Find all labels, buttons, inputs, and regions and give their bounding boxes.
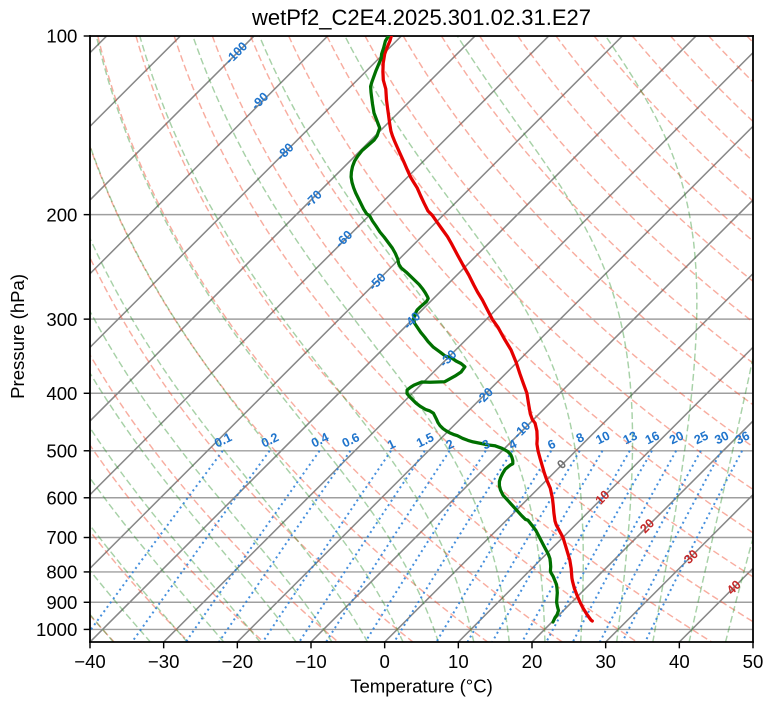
- svg-text:200: 200: [46, 204, 77, 225]
- svg-text:20: 20: [522, 651, 543, 672]
- svg-text:wetPf2_C2E4.2025.301.02.31.E27: wetPf2_C2E4.2025.301.02.31.E27: [251, 5, 591, 30]
- svg-text:800: 800: [46, 562, 77, 583]
- svg-text:40: 40: [669, 651, 690, 672]
- svg-text:25: 25: [692, 429, 711, 448]
- svg-text:Temperature (°C): Temperature (°C): [350, 676, 493, 697]
- svg-text:700: 700: [46, 527, 77, 548]
- svg-text:100: 100: [46, 26, 77, 47]
- svg-text:16: 16: [643, 429, 662, 448]
- svg-text:−20: −20: [222, 651, 254, 672]
- svg-text:0.2: 0.2: [259, 430, 281, 450]
- svg-text:400: 400: [46, 383, 77, 404]
- svg-text:20: 20: [667, 429, 686, 448]
- svg-text:1.5: 1.5: [414, 430, 436, 450]
- svg-text:1000: 1000: [36, 619, 77, 640]
- svg-text:−40: −40: [74, 651, 106, 672]
- svg-text:500: 500: [46, 441, 77, 462]
- svg-text:30: 30: [595, 651, 616, 672]
- svg-text:20: 20: [637, 516, 657, 536]
- svg-text:300: 300: [46, 309, 77, 330]
- svg-text:0: 0: [379, 651, 389, 672]
- svg-text:10: 10: [448, 651, 469, 672]
- svg-text:50: 50: [743, 651, 764, 672]
- svg-text:40: 40: [724, 578, 744, 598]
- svg-text:0.1: 0.1: [212, 430, 234, 450]
- svg-text:−30: −30: [148, 651, 180, 672]
- svg-text:0.6: 0.6: [340, 430, 362, 450]
- svg-text:0.4: 0.4: [309, 430, 331, 450]
- svg-text:30: 30: [712, 429, 731, 448]
- svg-text:900: 900: [46, 592, 77, 613]
- svg-text:10: 10: [593, 488, 613, 508]
- svg-text:600: 600: [46, 488, 77, 509]
- svg-text:30: 30: [681, 547, 701, 567]
- svg-text:−10: −10: [295, 651, 327, 672]
- svg-text:10: 10: [593, 429, 612, 448]
- svg-text:13: 13: [621, 429, 640, 448]
- svg-text:Pressure (hPa): Pressure (hPa): [7, 274, 28, 399]
- svg-text:36: 36: [733, 429, 752, 448]
